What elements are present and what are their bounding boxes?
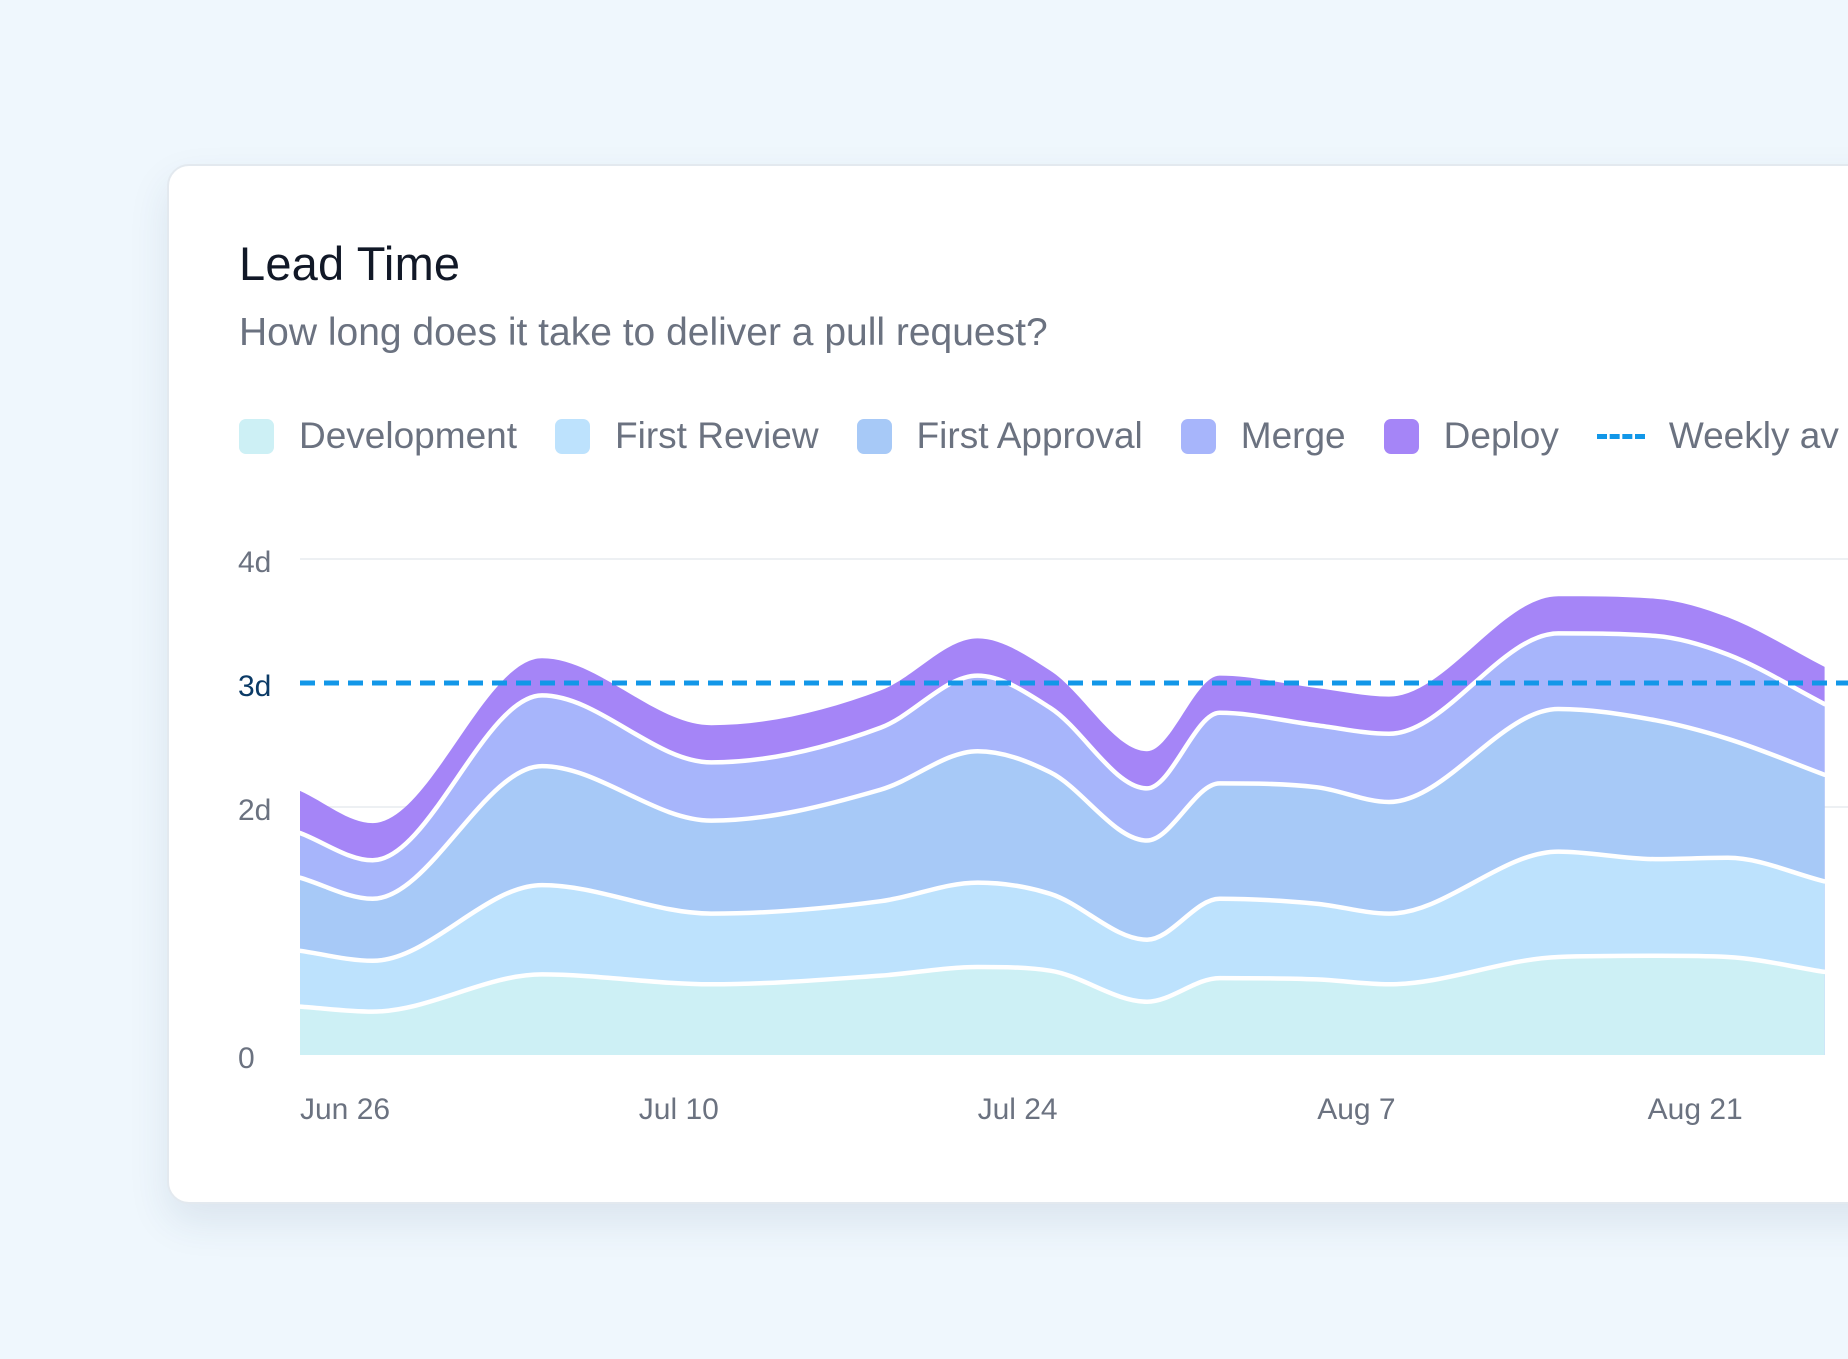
y-tick-label: 3d xyxy=(238,670,271,703)
legend-swatch-icon xyxy=(239,418,274,454)
legend-label: Merge xyxy=(1240,415,1346,456)
legend-label: Development xyxy=(299,415,518,456)
legend-item-merge[interactable]: Merge xyxy=(1180,415,1346,457)
series-line-merge xyxy=(297,631,1827,863)
x-tick-label: Aug 7 xyxy=(1317,1093,1395,1126)
y-tick-label: 0 xyxy=(238,1042,255,1075)
legend-swatch-icon xyxy=(1383,418,1419,454)
y-axis-ticks: 4d 3d 2d 0 xyxy=(238,546,271,1075)
x-axis-ticks: Jun 26 Jul 10 Jul 24 Aug 7 Aug 21 xyxy=(300,1093,1743,1126)
legend-item-weekly-av[interactable]: Weekly av xyxy=(1596,415,1839,457)
x-tick-label: Jul 24 xyxy=(978,1093,1058,1126)
legend-item-first-approval[interactable]: First Approval xyxy=(856,415,1143,457)
series-line-first-approval xyxy=(297,706,1827,902)
y-tick-label: 4d xyxy=(238,546,271,579)
legend-swatch-icon xyxy=(856,418,892,454)
x-tick-label: Jun 26 xyxy=(300,1093,390,1126)
area-development[interactable] xyxy=(300,955,1825,1055)
chart-title: Lead Time xyxy=(239,237,461,290)
legend-item-development[interactable]: Development xyxy=(239,415,517,457)
legend-label: Deploy xyxy=(1443,415,1559,456)
y-tick-label: 2d xyxy=(238,794,271,827)
legend-item-first-review[interactable]: First Review xyxy=(555,415,819,457)
x-tick-label: Aug 21 xyxy=(1648,1093,1743,1126)
legend-swatch-icon xyxy=(555,418,591,454)
series-boundary-lines xyxy=(297,631,1827,1014)
legend-label: First Approval xyxy=(916,415,1143,456)
x-tick-label: Jul 10 xyxy=(639,1093,719,1126)
series-line-development xyxy=(297,953,1827,1014)
stacked-areas xyxy=(300,596,1825,1055)
legend-label: First Review xyxy=(615,415,819,456)
chart-legend: Development First Review First Approval Mer… xyxy=(239,406,1848,466)
series-line-first-review xyxy=(297,849,1827,964)
legend-item-deploy[interactable]: Deploy xyxy=(1383,415,1559,457)
legend-swatch-icon xyxy=(1180,418,1216,454)
legend-dash-icon xyxy=(1596,433,1645,439)
legend-label: Weekly av xyxy=(1668,415,1839,456)
chart-subtitle: How long does it take to deliver a pull … xyxy=(239,311,1048,354)
